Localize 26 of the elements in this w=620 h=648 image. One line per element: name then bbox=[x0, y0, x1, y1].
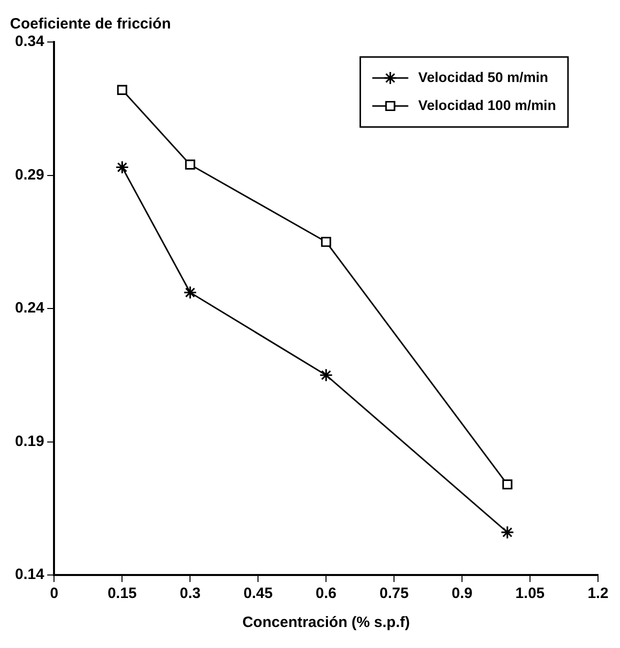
y-tick-label: 0.19 bbox=[14, 432, 44, 450]
x-tick-label: 1.2 bbox=[588, 585, 608, 602]
y-tick-label: 0.14 bbox=[14, 566, 45, 584]
x-tick-label: 1.05 bbox=[515, 585, 545, 602]
point bbox=[115, 160, 129, 174]
x-tick-label: 0.15 bbox=[108, 585, 137, 602]
y-tick-label: 0.34 bbox=[14, 33, 45, 50]
x-tick-label: 0.75 bbox=[379, 585, 409, 602]
point bbox=[117, 84, 128, 96]
x-tick-label: 0.3 bbox=[180, 585, 201, 602]
point bbox=[321, 236, 332, 247]
legend-label: Velocidad 50 m/min bbox=[418, 68, 548, 85]
x-tick-label: 0.9 bbox=[452, 585, 472, 602]
x-tick-label: 0 bbox=[50, 585, 58, 602]
y-tick-label: 0.29 bbox=[14, 166, 44, 184]
point bbox=[185, 160, 196, 170]
y-axis-title: Coeficiente de fricción bbox=[10, 16, 171, 33]
legend-label: Velocidad 100 m/min bbox=[418, 96, 556, 113]
x-tick-label: 0.6 bbox=[316, 585, 337, 602]
point bbox=[183, 286, 197, 300]
point bbox=[319, 368, 333, 382]
point bbox=[502, 479, 512, 490]
y-tick-label: 0.24 bbox=[14, 300, 45, 317]
point bbox=[500, 526, 514, 540]
x-axis-title: Concentración (% s.p.f) bbox=[242, 614, 410, 632]
x-tick-label: 0.45 bbox=[244, 585, 273, 602]
